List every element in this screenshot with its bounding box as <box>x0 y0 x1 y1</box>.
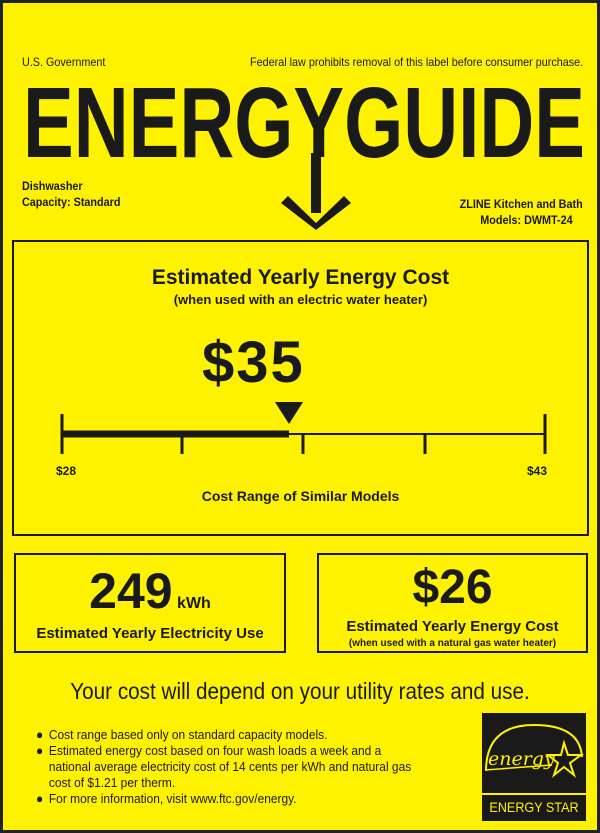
gas-box: $26 Estimated Yearly Energy Cost (when u… <box>317 553 588 653</box>
main-title: Estimated Yearly Energy Cost <box>151 266 450 289</box>
bullet-item: ● Cost range based only on standard capac… <box>36 727 328 742</box>
product-capacity: Capacity: Standard <box>22 195 121 209</box>
energyguide-label: U.S. Government Federal law prohibits re… <box>3 3 597 830</box>
energy-star-logo: energy ENERGY STAR <box>482 713 586 821</box>
government-text: U.S. Government <box>22 55 106 69</box>
gas-label: Estimated Yearly Energy Cost <box>346 618 559 635</box>
yearly-cost-box: Estimated Yearly Energy Cost (when used … <box>12 240 589 536</box>
footnotes: ● Cost range based only on standard capac… <box>36 727 422 807</box>
main-cost: $35 <box>202 330 305 395</box>
energy-star-label: ENERGY STAR <box>489 799 579 815</box>
brand: ZLINE Kitchen and Bath <box>459 197 583 211</box>
electricity-value: 249 <box>89 563 173 619</box>
cost-range-scale <box>60 402 547 454</box>
range-label: Cost Range of Similar Models <box>201 488 400 504</box>
removal-notice: Federal law prohibits removal of this la… <box>249 55 583 69</box>
range-max: $43 <box>526 464 547 478</box>
svg-text:ENERGYGUIDE: ENERGYGUIDE <box>23 75 585 159</box>
gas-cost: $26 <box>412 561 493 614</box>
electricity-label: Estimated Yearly Electricity Use <box>36 625 264 642</box>
arrow-down-icon <box>281 153 351 230</box>
electricity-box: 249 kWh Estimated Yearly Electricity Use <box>14 553 286 653</box>
product-type: Dishwasher <box>22 179 83 193</box>
bullet-item: ● For more information, visit www.ftc.gov… <box>36 791 297 806</box>
energyguide-logo: ENERGYGUIDE <box>23 75 585 159</box>
range-min: $28 <box>56 464 77 478</box>
models: Models: DWMT-24 <box>480 213 573 227</box>
gas-sublabel: (when used with a natural gas water heat… <box>348 638 557 649</box>
bullet-item: ● Estimated energy cost based on four was… <box>36 743 412 790</box>
svg-text:energy: energy <box>488 748 555 770</box>
footer-headline: Your cost will depend on your utility ra… <box>70 678 530 704</box>
cost-marker <box>275 402 303 424</box>
energy-star-icon: energy <box>484 723 585 778</box>
main-subtitle: (when used with an electric water heater… <box>173 292 428 307</box>
electricity-unit: kWh <box>177 595 211 612</box>
